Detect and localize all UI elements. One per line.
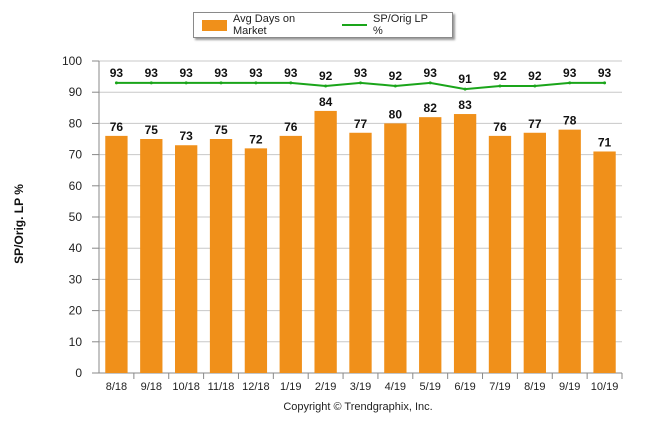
x-tick-label: 11/18 — [208, 381, 235, 393]
y-tick-label: 0 — [75, 366, 82, 380]
x-tick-label: 9/19 — [559, 381, 580, 393]
line-point — [149, 81, 153, 85]
line-point — [254, 81, 258, 85]
x-tick-label: 8/18 — [106, 381, 127, 393]
line-point — [533, 84, 537, 88]
bar-value-label: 73 — [179, 129, 193, 143]
x-tick-label: 3/19 — [350, 381, 371, 393]
line-point — [114, 81, 118, 85]
line-value-label: 91 — [458, 72, 472, 86]
bar — [593, 151, 616, 373]
bar — [279, 135, 302, 373]
x-tick-label: 5/19 — [420, 381, 441, 393]
bar — [209, 139, 233, 373]
line-point — [359, 81, 362, 85]
x-tick-label: 7/19 — [489, 381, 510, 393]
bar-value-label: 83 — [458, 98, 472, 112]
y-tick-label: 90 — [69, 85, 83, 99]
y-tick-label: 20 — [69, 304, 83, 318]
y-tick-label: 100 — [62, 54, 82, 68]
line-value-label: 92 — [528, 69, 542, 83]
line-point — [184, 81, 188, 85]
line-value-label: 93 — [214, 66, 228, 80]
copyright-text: Copyright © Trendgraphix, Inc. — [283, 401, 433, 413]
x-tick-label: 1/19 — [280, 381, 301, 393]
x-tick-label: 10/18 — [172, 381, 200, 393]
bar — [175, 145, 198, 373]
bar-value-label: 82 — [424, 101, 438, 115]
bar-value-label: 71 — [598, 135, 612, 149]
legend-line-swatch — [342, 24, 367, 26]
line-point — [463, 87, 467, 91]
legend-item-line: SP/Orig LP % — [342, 13, 438, 37]
bar-value-label: 72 — [249, 132, 263, 146]
x-tick-label: 9/18 — [141, 381, 162, 393]
bar-value-label: 77 — [528, 117, 542, 131]
legend-line-label: SP/Orig LP % — [372, 13, 428, 37]
bar — [419, 117, 442, 373]
bar — [349, 132, 372, 373]
y-tick-label: 10 — [69, 335, 83, 349]
bar — [558, 129, 581, 373]
x-tick-label: 8/19 — [524, 381, 545, 393]
line-value-label: 93 — [284, 66, 298, 80]
bar — [244, 148, 268, 373]
y-tick-label: 40 — [69, 241, 83, 255]
x-tick-label: 4/19 — [385, 381, 406, 393]
line-value-label: 93 — [424, 66, 438, 80]
line-point — [428, 81, 432, 85]
line-point — [393, 84, 397, 88]
line-point — [219, 81, 223, 85]
line-value-label: 92 — [319, 69, 333, 83]
legend-bar-label: Avg Days on Market — [233, 13, 296, 37]
bar-value-label: 75 — [214, 123, 228, 137]
line-value-label: 93 — [354, 66, 368, 80]
line-value-label: 93 — [179, 66, 193, 80]
line-point — [498, 84, 502, 88]
bar — [105, 135, 128, 373]
bar-value-label: 80 — [389, 107, 403, 121]
bar-value-label: 77 — [354, 117, 368, 131]
line-value-label: 93 — [598, 66, 612, 80]
bar-value-label: 76 — [110, 120, 124, 134]
y-axis-label: SP/Orig. LP % — [12, 184, 26, 264]
y-tick-label: 30 — [69, 272, 83, 286]
bar — [384, 123, 407, 374]
line-point — [603, 81, 607, 85]
bar-value-label: 84 — [319, 95, 333, 109]
bar — [314, 110, 337, 374]
line-value-label: 93 — [249, 66, 263, 80]
legend: Avg Days on Market SP/Orig LP % — [193, 12, 453, 38]
bar-value-label: 76 — [493, 120, 507, 134]
x-tick-label: 12/18 — [242, 381, 270, 393]
y-tick-label: 70 — [69, 148, 83, 162]
bar — [453, 114, 477, 373]
line-point — [568, 81, 572, 85]
y-tick-label: 60 — [69, 179, 83, 193]
y-tick-label: 80 — [69, 116, 83, 130]
line-point — [289, 81, 293, 85]
x-tick-label: 10/19 — [591, 381, 619, 393]
bar — [488, 135, 512, 373]
legend-item-bars: Avg Days on Market — [202, 13, 328, 37]
line-value-label: 92 — [493, 69, 507, 83]
line-value-label: 93 — [110, 66, 124, 80]
x-tick-label: 6/19 — [454, 381, 475, 393]
bar-value-label: 76 — [284, 120, 298, 134]
bar-value-label: 75 — [145, 123, 159, 137]
line-value-label: 92 — [389, 69, 403, 83]
line-value-label: 93 — [145, 66, 159, 80]
y-tick-label: 50 — [69, 210, 83, 224]
bar-value-label: 78 — [563, 114, 577, 128]
bar — [523, 132, 546, 373]
line-value-label: 93 — [563, 66, 577, 80]
legend-bar-swatch — [202, 19, 227, 31]
bar — [140, 139, 163, 373]
line-point — [324, 84, 328, 88]
x-tick-label: 2/19 — [315, 381, 336, 393]
